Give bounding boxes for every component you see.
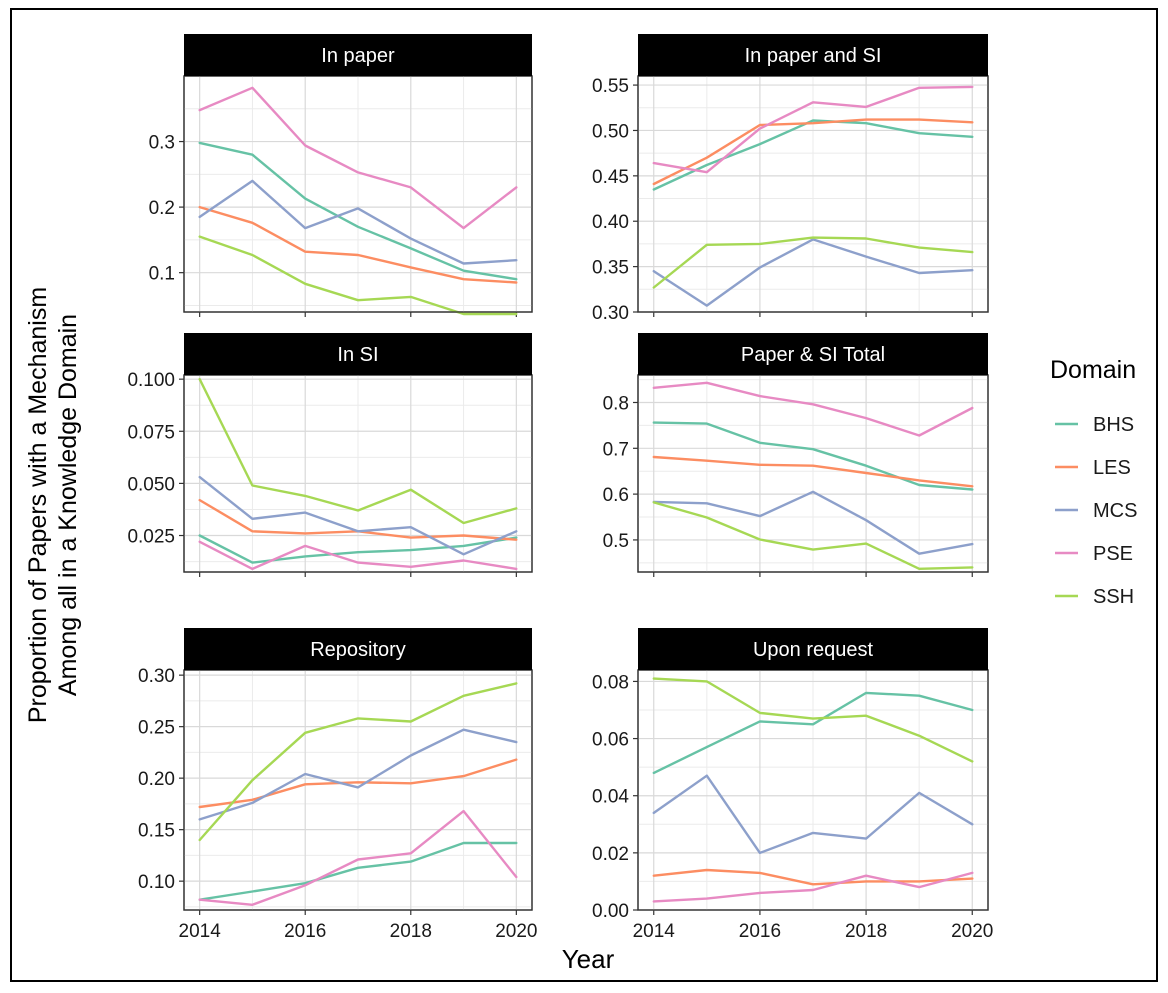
x-tick-label: 2016 — [739, 921, 781, 942]
facet-strip — [638, 34, 988, 76]
y-tick-label: 0.55 — [592, 76, 629, 97]
series-line-les — [652, 868, 974, 886]
legend: Domain BHS LES MCS PSE SSH — [1050, 356, 1137, 608]
legend-label-les: LES — [1093, 457, 1131, 479]
series-line-bhs — [652, 691, 974, 775]
series-line-bhs — [652, 421, 974, 491]
y-tick-label: 0.40 — [592, 212, 629, 233]
labels-layer: Year Proportion of Papers with a Mechani… — [24, 287, 615, 974]
series-line-bhs — [198, 841, 518, 901]
y-tick-label: 0.10 — [138, 872, 175, 893]
series-line-pse — [198, 540, 518, 571]
series-line-mcs — [198, 475, 518, 556]
y-tick-label: 0.04 — [592, 787, 629, 808]
y-tick-label: 0.35 — [592, 258, 629, 279]
facet-strip — [638, 333, 988, 375]
series-line-pse — [652, 871, 974, 903]
facet-title: In SI — [337, 344, 378, 366]
series-line-mcs — [652, 774, 974, 855]
x-tick-label: 2014 — [633, 921, 676, 942]
series-line-mcs — [652, 490, 974, 555]
y-tick-label: 0.6 — [603, 485, 629, 506]
y-tick-label: 0.45 — [592, 167, 629, 188]
facet-title: In paper and SI — [745, 45, 882, 67]
y-tick-label: 0.30 — [138, 666, 175, 687]
y-tick-label: 0.15 — [138, 821, 175, 842]
series-line-ssh — [652, 236, 974, 289]
series-line-les — [198, 758, 518, 809]
y-tick-label: 0.3 — [149, 133, 175, 154]
x-tick-label: 2020 — [495, 921, 537, 942]
y-tick-label: 0.06 — [592, 730, 629, 751]
series-line-les — [652, 455, 974, 488]
y-tick-label: 0.00 — [592, 901, 629, 922]
panel-5: 2014 2016 2018 2020 0.00 0.02 0.04 0.06 0.08 Upon… — [592, 628, 993, 942]
x-axis-title: Year — [562, 944, 615, 974]
series-line-pse — [198, 809, 518, 906]
series-line-pse — [652, 85, 974, 174]
series-line-mcs — [652, 238, 974, 307]
panel-3: 0.5 0.6 0.7 0.8 Paper & SI Total — [603, 333, 989, 577]
y-tick-label: 0.50 — [592, 121, 629, 142]
y-axis-title-line2: Among all in a Knowledge Domain — [54, 314, 82, 696]
panel-0: 0.1 0.2 0.3 In paper — [149, 34, 533, 317]
series-line-ssh — [198, 235, 518, 316]
series-line-les — [652, 118, 974, 186]
legend-label-bhs: BHS — [1093, 414, 1134, 436]
y-tick-label: 0.050 — [127, 474, 175, 495]
x-tick-label: 2018 — [845, 921, 887, 942]
y-axis-title-line1: Proportion of Papers with a Mechanism — [24, 287, 52, 723]
series-line-bhs — [652, 119, 974, 191]
y-tick-label: 0.2 — [149, 198, 175, 219]
series-line-bhs — [198, 534, 518, 564]
y-tick-label: 0.8 — [603, 393, 629, 414]
y-tick-label: 0.5 — [603, 531, 629, 552]
facet-title: Paper & SI Total — [741, 344, 885, 366]
y-tick-label: 0.08 — [592, 672, 629, 693]
facet-title: In paper — [321, 45, 395, 67]
y-tick-label: 0.1 — [149, 264, 175, 285]
legend-label-mcs: MCS — [1093, 500, 1137, 522]
series-line-mcs — [198, 179, 518, 265]
series-line-mcs — [198, 728, 518, 821]
y-tick-label: 0.100 — [127, 370, 175, 391]
x-tick-label: 2020 — [951, 921, 993, 942]
series-line-ssh — [652, 677, 974, 763]
facet-strip — [184, 34, 532, 76]
series-line-ssh — [652, 501, 974, 570]
x-tick-label: 2016 — [284, 921, 326, 942]
series-line-bhs — [198, 141, 518, 281]
series-line-les — [198, 205, 518, 284]
panel-4: 2014 2016 2018 2020 0.10 0.15 0.20 0.25 0.30 Repo… — [138, 628, 537, 942]
legend-title: Domain — [1050, 356, 1136, 384]
panels-layer: 0.1 0.2 0.3 In paper 0.30 0.35 0.40 0.45 0.50 0.5… — [127, 34, 993, 942]
y-tick-label: 0.025 — [127, 527, 175, 548]
x-tick-label: 2014 — [179, 921, 222, 942]
y-tick-label: 0.02 — [592, 844, 629, 865]
facet-strip — [638, 628, 988, 670]
x-tick-label: 2018 — [390, 921, 432, 942]
facet-title: Repository — [310, 639, 406, 661]
panel-1: 0.30 0.35 0.40 0.45 0.50 0.55 In paper and SI — [592, 34, 989, 324]
figure-frame — [10, 8, 1158, 982]
facet-strip — [184, 628, 532, 670]
y-tick-label: 0.25 — [138, 718, 175, 739]
series-line-ssh — [198, 378, 518, 525]
series-line-pse — [652, 381, 974, 437]
legend-label-ssh: SSH — [1093, 586, 1134, 608]
series-line-ssh — [198, 682, 518, 842]
facet-title: Upon request — [753, 639, 874, 661]
panel-2: 0.025 0.050 0.075 0.100 In SI — [127, 333, 533, 577]
series-line-pse — [198, 86, 518, 230]
y-tick-label: 0.075 — [127, 422, 175, 443]
y-tick-label: 0.20 — [138, 769, 175, 790]
facet-strip — [184, 333, 532, 375]
y-tick-label: 0.7 — [603, 439, 629, 460]
y-tick-label: 0.30 — [592, 303, 629, 324]
legend-label-pse: PSE — [1093, 543, 1133, 565]
